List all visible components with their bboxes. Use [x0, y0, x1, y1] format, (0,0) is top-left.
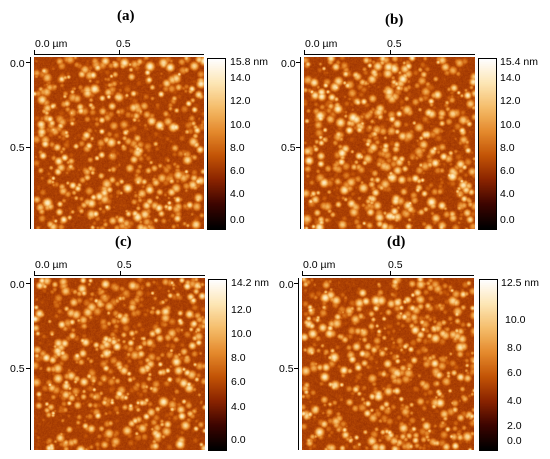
colorbar-tick-label: 14.0 — [500, 72, 521, 84]
colorbar-tick-label: 8.0 — [230, 142, 245, 154]
y-tick-mark — [294, 283, 298, 284]
x-tick-mark — [304, 50, 305, 54]
y-tick-label: 0.5 — [10, 363, 25, 375]
x-axis — [34, 54, 204, 55]
y-tick-label: 0.0 — [279, 279, 294, 291]
colorbar-gradient — [208, 59, 225, 229]
y-axis — [30, 57, 31, 229]
x-tick-label: 0.0 µm — [35, 38, 68, 50]
y-axis — [300, 57, 301, 229]
y-tick-mark — [294, 368, 298, 369]
afm-canvas — [34, 278, 205, 450]
x-tick-label: 0.0 µm — [303, 259, 336, 271]
colorbar-gradient — [479, 59, 496, 229]
x-tick-label: 0.0 µm — [305, 38, 338, 50]
y-axis — [298, 278, 299, 450]
colorbar-tick-label: 6.0 — [500, 165, 515, 177]
x-tick-mark — [390, 50, 391, 54]
colorbar — [479, 279, 498, 451]
x-tick-mark — [302, 271, 303, 275]
x-tick-mark — [390, 271, 391, 275]
x-tick-mark — [120, 271, 121, 275]
colorbar-tick-label: 0.0 — [507, 435, 522, 447]
colorbar-tick-label: 0.0 — [500, 214, 515, 226]
x-tick-label: 0.5 — [117, 259, 132, 271]
colorbar-tick-label: 10.0 — [230, 119, 251, 131]
y-tick-mark — [296, 147, 300, 148]
colorbar-tick-label: 10.0 — [231, 328, 252, 340]
y-tick-label: 0.5 — [281, 142, 296, 154]
colorbar-max-label: 12.5 nm — [501, 277, 539, 289]
x-tick-label: 0.5 — [116, 38, 131, 50]
colorbar — [208, 279, 227, 451]
y-tick-label: 0.0 — [10, 279, 25, 291]
colorbar-gradient — [209, 280, 226, 450]
colorbar-tick-label: 12.0 — [230, 95, 251, 107]
x-tick-label: 0.0 µm — [35, 259, 68, 271]
y-tick-label: 0.5 — [279, 363, 294, 375]
colorbar-tick-label: 10.0 — [505, 314, 526, 326]
x-axis — [34, 275, 205, 276]
panel-label: (c) — [115, 234, 132, 250]
colorbar-max-label: 15.8 nm — [230, 56, 268, 68]
colorbar-tick-label: 4.0 — [500, 188, 515, 200]
colorbar-max-label: 14.2 nm — [231, 277, 269, 289]
colorbar-tick-label: 6.0 — [230, 165, 245, 177]
x-tick-mark — [34, 50, 35, 54]
y-tick-label: 0.5 — [10, 142, 25, 154]
afm-height-image — [34, 278, 205, 450]
y-tick-label: 0.0 — [281, 58, 296, 70]
colorbar-tick-label: 4.0 — [507, 395, 522, 407]
x-tick-label: 0.5 — [388, 259, 403, 271]
y-tick-mark — [26, 368, 30, 369]
y-tick-mark — [26, 62, 30, 63]
afm-height-image — [302, 278, 474, 450]
y-tick-label: 0.0 — [10, 58, 25, 70]
colorbar-tick-label: 6.0 — [507, 367, 522, 379]
afm-canvas — [302, 278, 474, 450]
y-tick-mark — [26, 147, 30, 148]
colorbar-gradient — [480, 280, 497, 450]
colorbar-tick-label: 4.0 — [231, 401, 246, 413]
afm-height-image — [304, 57, 475, 229]
colorbar-tick-label: 0.0 — [231, 434, 246, 446]
colorbar-tick-label: 8.0 — [507, 342, 522, 354]
x-tick-mark — [119, 50, 120, 54]
colorbar-tick-label: 12.0 — [231, 304, 252, 316]
colorbar-max-label: 15.4 nm — [500, 56, 538, 68]
y-tick-mark — [296, 62, 300, 63]
colorbar — [207, 58, 226, 230]
afm-canvas — [304, 57, 475, 229]
colorbar-tick-label: 12.0 — [500, 95, 521, 107]
colorbar-tick-label: 8.0 — [231, 352, 246, 364]
y-axis — [30, 278, 31, 450]
afm-canvas — [34, 57, 204, 229]
colorbar-tick-label: 4.0 — [230, 188, 245, 200]
x-tick-mark — [34, 271, 35, 275]
afm-height-image — [34, 57, 204, 229]
panel-label: (b) — [385, 12, 404, 28]
colorbar — [478, 58, 497, 230]
x-axis — [304, 54, 475, 55]
colorbar-tick-label: 6.0 — [231, 376, 246, 388]
colorbar-tick-label: 2.0 — [507, 420, 522, 432]
panel-label: (d) — [387, 234, 406, 250]
x-tick-label: 0.5 — [387, 38, 402, 50]
x-axis — [302, 275, 474, 276]
y-tick-mark — [26, 283, 30, 284]
colorbar-tick-label: 8.0 — [500, 142, 515, 154]
colorbar-tick-label: 0.0 — [230, 214, 245, 226]
panel-label: (a) — [117, 8, 135, 24]
colorbar-tick-label: 10.0 — [500, 119, 521, 131]
colorbar-tick-label: 14.0 — [230, 72, 251, 84]
